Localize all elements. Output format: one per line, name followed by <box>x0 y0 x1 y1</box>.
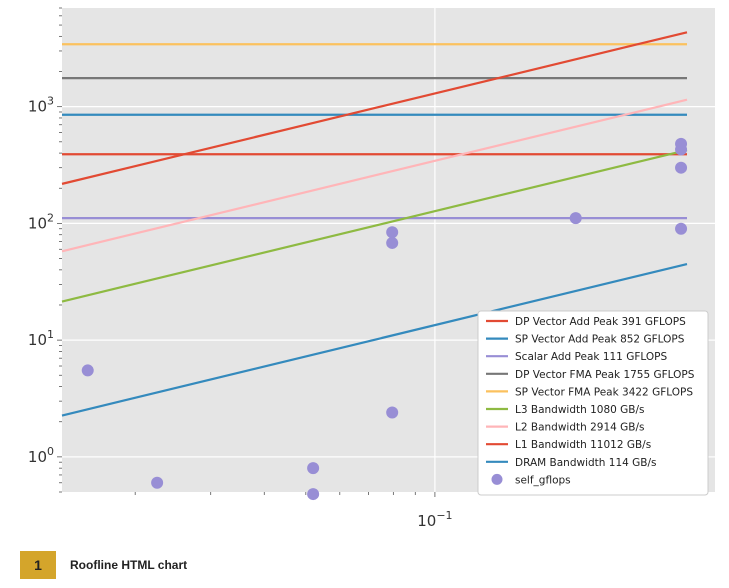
legend-label-1: SP Vector Add Peak 852 GFLOPS <box>515 334 685 346</box>
legend-swatch-scatter <box>491 473 503 485</box>
legend-label-6: L2 Bandwidth 2914 GB/s <box>515 422 645 434</box>
scatter-point <box>386 236 399 249</box>
series-line-8 <box>61 262 688 417</box>
y-tick-label: 103 <box>28 95 54 116</box>
scatter-point <box>386 406 399 419</box>
scatter-point <box>386 226 399 239</box>
y-tick-label: 101 <box>28 328 54 349</box>
legend-box <box>477 310 709 496</box>
minor-ticks <box>57 7 694 497</box>
y-tick-label: 100 <box>28 445 54 466</box>
series-line-5 <box>61 148 688 303</box>
series-layer <box>61 31 688 417</box>
figure-caption: 1 Roofline HTML chart <box>20 551 187 579</box>
scatter-point <box>569 212 582 225</box>
legend-label-8: DRAM Bandwidth 114 GB/s <box>515 457 657 469</box>
scatter-point <box>81 364 94 377</box>
scatter-layer <box>81 137 688 501</box>
legend-label-7: L1 Bandwidth 11012 GB/s <box>515 439 651 451</box>
legend-label-scatter: self_gflops <box>515 474 571 486</box>
series-line-7 <box>61 31 688 185</box>
caption-text: Roofline HTML chart <box>70 558 188 572</box>
legend-label-5: L3 Bandwidth 1080 GB/s <box>515 404 645 416</box>
legend-label-0: DP Vector Add Peak 391 GFLOPS <box>515 316 686 328</box>
series-line-6 <box>61 98 688 253</box>
scatter-point <box>675 161 688 174</box>
scatter-point <box>675 143 688 156</box>
scatter-point <box>151 476 164 489</box>
scatter-point <box>307 462 320 475</box>
x-tick-labels: 10−1 <box>417 509 452 530</box>
x-tick-label: 10−1 <box>417 509 452 530</box>
scatter-point <box>675 222 688 235</box>
legend-label-2: Scalar Add Peak 111 GFLOPS <box>515 351 667 363</box>
roofline-chart: 100 101 102 103 10−1 DP Vector Add Peak 391… <box>28 7 715 530</box>
legend: DP Vector Add Peak 391 GFLOPS SP Vector A… <box>477 310 709 496</box>
y-tick-label: 102 <box>28 211 54 232</box>
legend-label-3: DP Vector FMA Peak 1755 GFLOPS <box>515 369 695 381</box>
y-tick-labels: 100 101 102 103 <box>28 95 54 466</box>
scatter-point <box>307 488 320 501</box>
legend-label-4: SP Vector FMA Peak 3422 GFLOPS <box>515 386 693 398</box>
caption-number-badge: 1 <box>20 551 56 579</box>
